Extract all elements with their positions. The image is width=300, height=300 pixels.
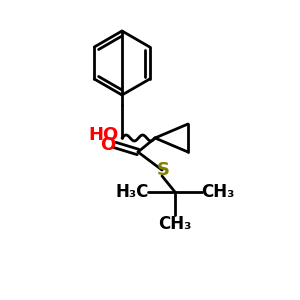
Text: CH₃: CH₃: [201, 183, 235, 201]
Text: S: S: [157, 161, 169, 179]
Text: H₃C: H₃C: [115, 183, 149, 201]
Text: O: O: [100, 136, 116, 154]
Text: HO: HO: [89, 126, 119, 144]
Text: CH₃: CH₃: [158, 215, 192, 233]
